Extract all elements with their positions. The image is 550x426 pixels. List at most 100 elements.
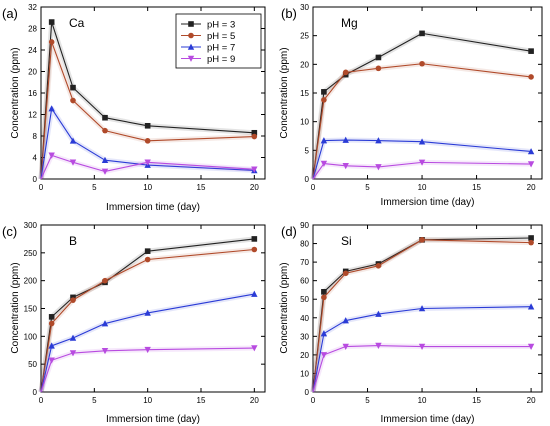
data-point (102, 127, 108, 134)
data-point (70, 84, 76, 91)
x-axis-label: Immersion time (day) (381, 414, 475, 425)
data-point (419, 237, 425, 243)
data-point (342, 343, 349, 350)
y-tick-label: 25 (300, 32, 309, 41)
series-line (40, 41, 255, 180)
data-point (144, 138, 151, 144)
data-point (251, 345, 258, 352)
data-point (48, 39, 55, 45)
series-line (312, 63, 532, 180)
y-tick-label: 60 (300, 277, 309, 286)
series-2 (38, 39, 258, 180)
data-point (320, 330, 328, 337)
data-point (321, 289, 327, 295)
x-tick-label: 0 (39, 183, 44, 192)
legend-marker (188, 21, 194, 27)
x-tick-label: 15 (472, 396, 481, 405)
data-point (375, 164, 382, 171)
series-line (40, 108, 255, 180)
data-point (69, 334, 77, 341)
data-point (375, 54, 382, 61)
data-point (48, 342, 55, 349)
data-point (251, 133, 258, 140)
x-tick-label: 0 (311, 183, 316, 192)
series-glow (310, 237, 532, 393)
series-3 (310, 136, 535, 180)
series-line (40, 154, 255, 180)
x-tick-label: 10 (418, 183, 427, 192)
panel-label: (b) (281, 6, 297, 21)
series-line (312, 32, 532, 180)
element-label: Mg (341, 16, 358, 30)
x-tick-label: 15 (472, 183, 481, 192)
data-point (69, 137, 77, 144)
data-point (48, 152, 55, 159)
series-4 (38, 345, 258, 393)
x-tick-label: 10 (143, 183, 152, 192)
y-tick-label: 50 (300, 295, 309, 304)
series-2 (310, 237, 534, 393)
series-line (40, 21, 255, 180)
y-tick-label: 10 (300, 369, 309, 378)
legend-marker (188, 32, 194, 39)
x-tick-label: 5 (92, 396, 97, 405)
series-2 (310, 60, 534, 180)
element-label: Si (341, 234, 352, 248)
y-tick-label: 10 (300, 118, 309, 127)
data-point (419, 30, 425, 37)
series-3 (310, 303, 535, 393)
y-tick-label: 20 (28, 68, 37, 77)
series-line (312, 306, 532, 393)
data-point (375, 137, 382, 144)
data-point (528, 48, 534, 54)
chart-panel-ca: 0 5 10 15 20 0 4 8 12 16 20 24 28 32 Immersion time (d… (2, 3, 266, 213)
data-point (320, 137, 328, 144)
y-tick-label: 4 (33, 154, 38, 163)
x-tick-label: 5 (365, 183, 370, 192)
data-point (342, 317, 349, 324)
data-point (418, 159, 426, 166)
data-point (527, 161, 535, 168)
data-point (144, 309, 151, 316)
chart-panel-si: 0 5 10 15 20 0 10 20 30 40 50 60 70 80 90 Immersion tim… (279, 221, 543, 425)
y-tick-label: 16 (28, 89, 37, 98)
data-point (48, 314, 55, 320)
series-3 (38, 105, 258, 180)
data-point (419, 60, 425, 67)
data-point (48, 357, 55, 364)
data-point (144, 159, 151, 166)
data-point (375, 342, 382, 350)
y-axis-label: Concentration (ppm) (10, 47, 21, 138)
x-tick-label: 15 (197, 396, 206, 405)
y-axis-label: Concentration (ppm) (10, 262, 21, 353)
data-point (342, 69, 349, 76)
data-point (321, 294, 327, 301)
series-4 (310, 342, 535, 393)
y-tick-label: 20 (300, 351, 309, 360)
legend-label: pH = 9 (207, 54, 235, 65)
data-point (48, 320, 55, 327)
data-point (251, 246, 258, 253)
data-point (70, 97, 76, 104)
x-tick-label: 5 (92, 183, 97, 192)
y-tick-label: 90 (300, 221, 309, 230)
data-point (102, 114, 108, 121)
data-point (101, 348, 109, 355)
x-axis-label: Immersion time (day) (106, 414, 200, 425)
plot-frame (312, 224, 543, 393)
data-point (342, 136, 349, 143)
legend-label: pH = 5 (207, 31, 235, 42)
data-point (144, 248, 151, 254)
data-point (101, 156, 109, 163)
series-1 (310, 235, 534, 393)
series-glow (38, 247, 255, 393)
y-tick-label: 40 (300, 314, 309, 323)
data-point (48, 19, 55, 25)
series-line (312, 161, 532, 180)
data-point (418, 138, 426, 145)
data-point (251, 166, 258, 173)
y-tick-label: 24 (28, 46, 37, 55)
y-tick-label: 100 (24, 332, 38, 341)
x-tick-label: 10 (418, 396, 427, 405)
